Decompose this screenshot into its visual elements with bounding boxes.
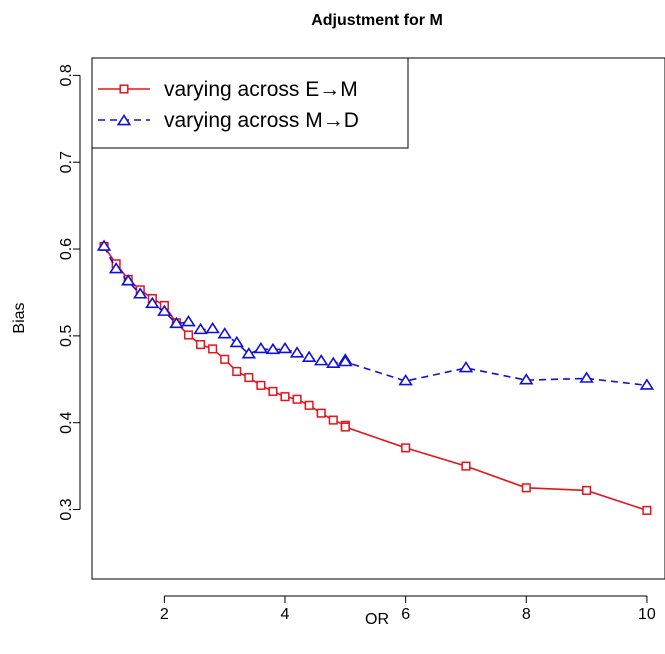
data-point — [145, 296, 160, 309]
legend-label-e-m: varying across E→M — [164, 78, 358, 101]
series-m-d — [96, 239, 655, 390]
legend-marker-m-d — [116, 114, 132, 126]
data-point — [205, 321, 220, 334]
legend-marker-triangle — [116, 114, 132, 126]
data-point — [120, 274, 136, 286]
data-point — [229, 335, 244, 348]
legend-box — [91, 57, 409, 149]
data-point — [220, 354, 230, 364]
y-tick-label: 0.8 — [58, 64, 75, 86]
legend: varying across E→M varying across M→D — [91, 57, 409, 149]
y-tick-label: 0.3 — [58, 498, 75, 520]
legend-label-m-d: varying across M→D — [164, 109, 359, 132]
data-point — [521, 483, 531, 493]
y-tick-label: 0.5 — [58, 325, 75, 347]
legend-marker-e-m — [119, 84, 129, 94]
data-point — [639, 378, 655, 390]
data-point — [519, 373, 534, 385]
data-point — [338, 354, 353, 367]
legend-marker-square — [119, 84, 129, 94]
data-point — [582, 485, 592, 495]
x-tick-label: 8 — [522, 606, 531, 623]
x-tick-label: 6 — [401, 606, 410, 623]
chart-title: Adjustment for M — [311, 12, 443, 29]
data-point — [326, 356, 341, 369]
data-point — [265, 342, 281, 355]
data-point — [196, 340, 206, 350]
data-point — [292, 394, 302, 404]
data-point — [244, 372, 254, 383]
data-point — [253, 341, 269, 354]
data-point — [157, 304, 172, 316]
y-axis: 0.3 0.4 0.5 0.6 0.7 0.8 — [58, 64, 81, 521]
data-point — [398, 374, 413, 386]
y-tick-label: 0.4 — [58, 411, 75, 433]
series-line — [103, 246, 647, 387]
y-tick-label: 0.6 — [58, 238, 75, 260]
data-point — [458, 361, 474, 373]
data-point — [169, 316, 184, 329]
series-layer — [96, 239, 655, 515]
data-point — [277, 341, 293, 354]
x-axis-label: OR — [365, 611, 389, 628]
data-point — [280, 392, 290, 402]
y-axis-label: Bias — [11, 302, 28, 333]
data-point — [301, 350, 317, 362]
x-tick-label: 4 — [281, 606, 290, 623]
data-point — [316, 408, 326, 418]
x-tick-label: 2 — [160, 606, 169, 623]
data-point — [328, 415, 338, 425]
x-axis: 2 4 6 8 10 — [160, 595, 656, 623]
data-point — [208, 344, 218, 354]
data-point — [289, 346, 305, 358]
data-point — [401, 443, 411, 453]
data-point — [181, 314, 196, 327]
x-tick-label: 10 — [638, 606, 656, 623]
data-point — [304, 400, 314, 410]
data-point — [241, 347, 257, 359]
data-point — [96, 239, 112, 251]
data-point — [232, 366, 242, 377]
data-point — [461, 461, 471, 471]
data-point — [268, 386, 278, 396]
data-point — [193, 322, 208, 335]
data-point — [108, 262, 124, 274]
data-point — [642, 505, 652, 515]
data-point — [183, 330, 194, 340]
data-point — [256, 380, 266, 390]
data-point — [217, 327, 232, 339]
data-point — [340, 422, 350, 432]
data-point — [313, 354, 329, 366]
data-point — [579, 371, 594, 383]
y-tick-label: 0.7 — [58, 151, 75, 173]
data-point — [133, 287, 148, 299]
